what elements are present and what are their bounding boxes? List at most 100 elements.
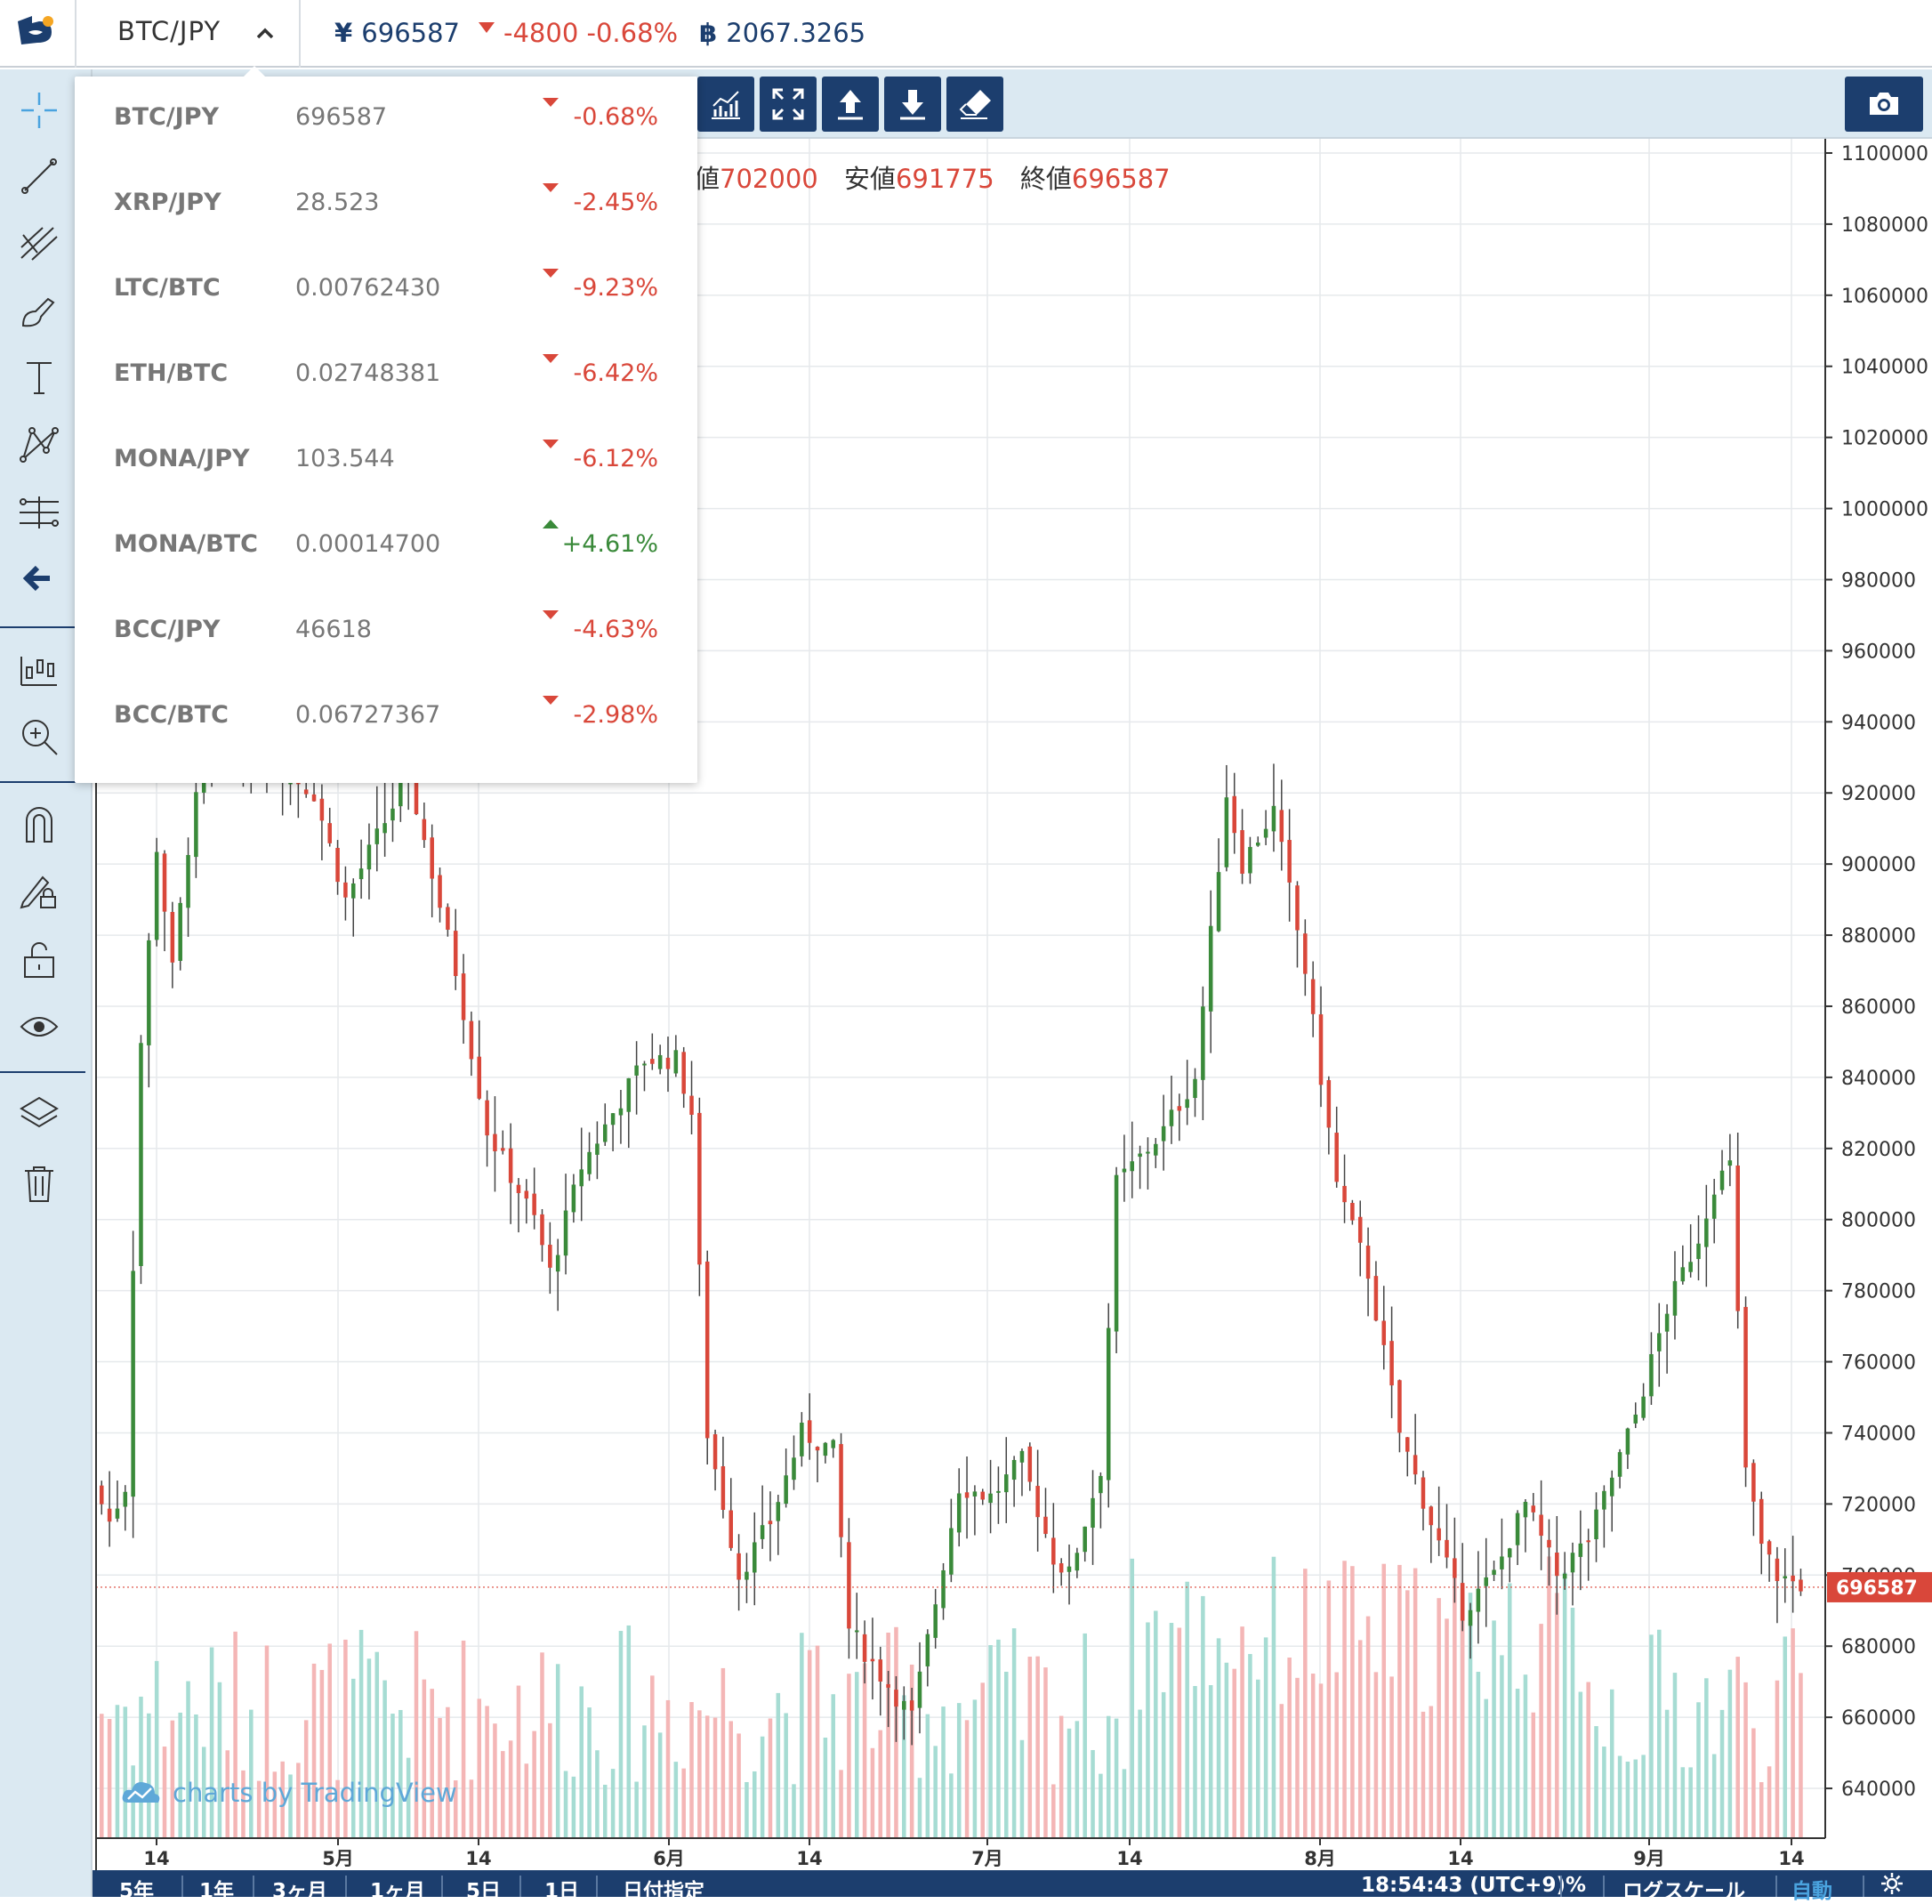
brush-icon[interactable] [18,290,60,333]
candle-body [595,1143,600,1155]
candle-body [1767,1541,1772,1555]
volume-bar [886,1633,890,1838]
chart-type-icon[interactable] [18,648,60,690]
back-arrow-icon[interactable] [18,557,60,600]
candle-body [1562,1573,1567,1579]
candle-body [1413,1455,1418,1475]
range-5y-button[interactable]: 5年 [119,1880,155,1903]
volume-bar [1711,1754,1717,1838]
volume-bar [1004,1671,1009,1838]
volume-bar [1232,1668,1236,1838]
volume-bar [673,1762,679,1838]
bitbank-logo[interactable] [12,12,59,55]
volume-bar [956,1703,962,1838]
candle-body [1570,1553,1575,1573]
candle-body [1405,1437,1410,1452]
candle-body [854,1630,859,1633]
candle-body [1711,1194,1717,1219]
lock-drawing-icon[interactable] [18,870,60,913]
pair-name: ETH/BTC [114,359,229,387]
zoom-icon[interactable] [18,715,60,758]
pair-name: XRP/JPY [114,189,221,216]
volume-bar [225,1750,230,1838]
range-3m-button[interactable]: 3ヶ月 [272,1880,328,1903]
tradingview-watermark[interactable]: charts by TradingView [173,1778,457,1808]
percent-toggle[interactable]: % [1566,1874,1587,1897]
pattern-icon[interactable] [18,424,60,466]
pair-row[interactable]: ETH/BTC 0.02748381 -6.42% [75,333,697,418]
indicators-button[interactable] [697,77,754,132]
eraser-button[interactable] [946,77,1003,132]
eraser-icon [959,90,991,119]
pair-row[interactable]: MONA/BTC 0.00014700 +4.61% [75,504,697,589]
candle-body [1114,1174,1119,1332]
volume-bar [784,1713,788,1838]
pair-change: -9.23% [573,274,658,302]
pair-row[interactable]: BTC/JPY 696587 -0.68% [75,77,697,162]
date-range-button[interactable]: 日付指定 [623,1880,704,1903]
crosshair-icon[interactable] [18,89,60,132]
trend-line-icon[interactable] [18,155,60,198]
range-1m-button[interactable]: 1ヶ月 [370,1880,426,1903]
candle-body [327,823,332,843]
candle-body [1617,1452,1622,1477]
candle-body [335,848,340,883]
volume-bar [461,1640,466,1838]
candle-body [162,853,167,912]
candle-body [1381,1320,1387,1345]
candle-body [422,819,427,841]
price-chart[interactable]: 1100000 1080000 1060000 1040000 1020000 10000… [93,139,1932,1870]
trash-icon[interactable] [18,1162,60,1205]
volume-bar [1326,1580,1332,1838]
candle-body [1232,795,1236,834]
measure-icon[interactable] [18,491,60,534]
layers-icon[interactable] [18,1093,60,1135]
auto-scale-toggle[interactable]: 自動 [1791,1880,1832,1903]
volume-bar [1743,1682,1748,1838]
pitchfork-icon[interactable] [18,222,60,265]
pair-price: 103.544 [295,445,395,472]
volume-bar [1735,1657,1740,1838]
pair-row[interactable]: MONA/JPY 103.544 -6.12% [75,418,697,504]
x-tick-label: 8月 [1304,1848,1336,1869]
settings-gear-icon[interactable] [1880,1872,1904,1895]
volume-bar [398,1709,403,1838]
pair-row[interactable]: BCC/JPY 46618 -4.63% [75,589,697,674]
log-scale-toggle[interactable]: ログスケール [1622,1880,1745,1903]
volume-bar [1350,1566,1355,1838]
volume-bar [1334,1672,1339,1838]
pair-row[interactable]: XRP/JPY 28.523 -2.45% [75,162,697,247]
candle-body [1357,1216,1363,1243]
pair-row[interactable]: LTC/BTC 0.00762430 -9.23% [75,247,697,333]
range-1d-button[interactable]: 1日 [544,1880,580,1903]
download-button[interactable] [884,77,941,132]
text-icon[interactable] [18,356,60,399]
separator [345,1876,347,1897]
magnet-icon[interactable] [18,803,60,845]
candle-body [1248,846,1252,874]
pair-selector[interactable]: BTC/JPY [76,0,301,68]
unlock-icon[interactable] [18,938,60,980]
pair-row[interactable]: BCC/BTC 0.06727367 -2.98% [75,674,697,760]
candle-body [508,1148,513,1183]
candle-body [1389,1341,1394,1386]
candle-body [453,931,458,976]
candle-body [1075,1553,1080,1571]
volume-bar [1429,1706,1434,1838]
volume-bar [760,1736,765,1838]
eye-icon[interactable] [18,1005,60,1048]
low-label: 安値 [843,164,896,194]
candle-body [1255,843,1260,846]
candle-body [100,1485,104,1505]
candle-body [1122,1168,1127,1173]
upload-button[interactable] [822,77,879,132]
volume-bar [909,1664,914,1838]
candle-body [1279,810,1284,843]
range-1y-button[interactable]: 1年 [199,1880,235,1903]
range-5d-button[interactable]: 5日 [466,1880,502,1903]
separator [1560,1876,1562,1897]
snapshot-button[interactable] [1845,77,1923,132]
fullscreen-button[interactable] [760,77,817,132]
volume-bar [194,1714,198,1838]
candle-body [366,844,372,870]
